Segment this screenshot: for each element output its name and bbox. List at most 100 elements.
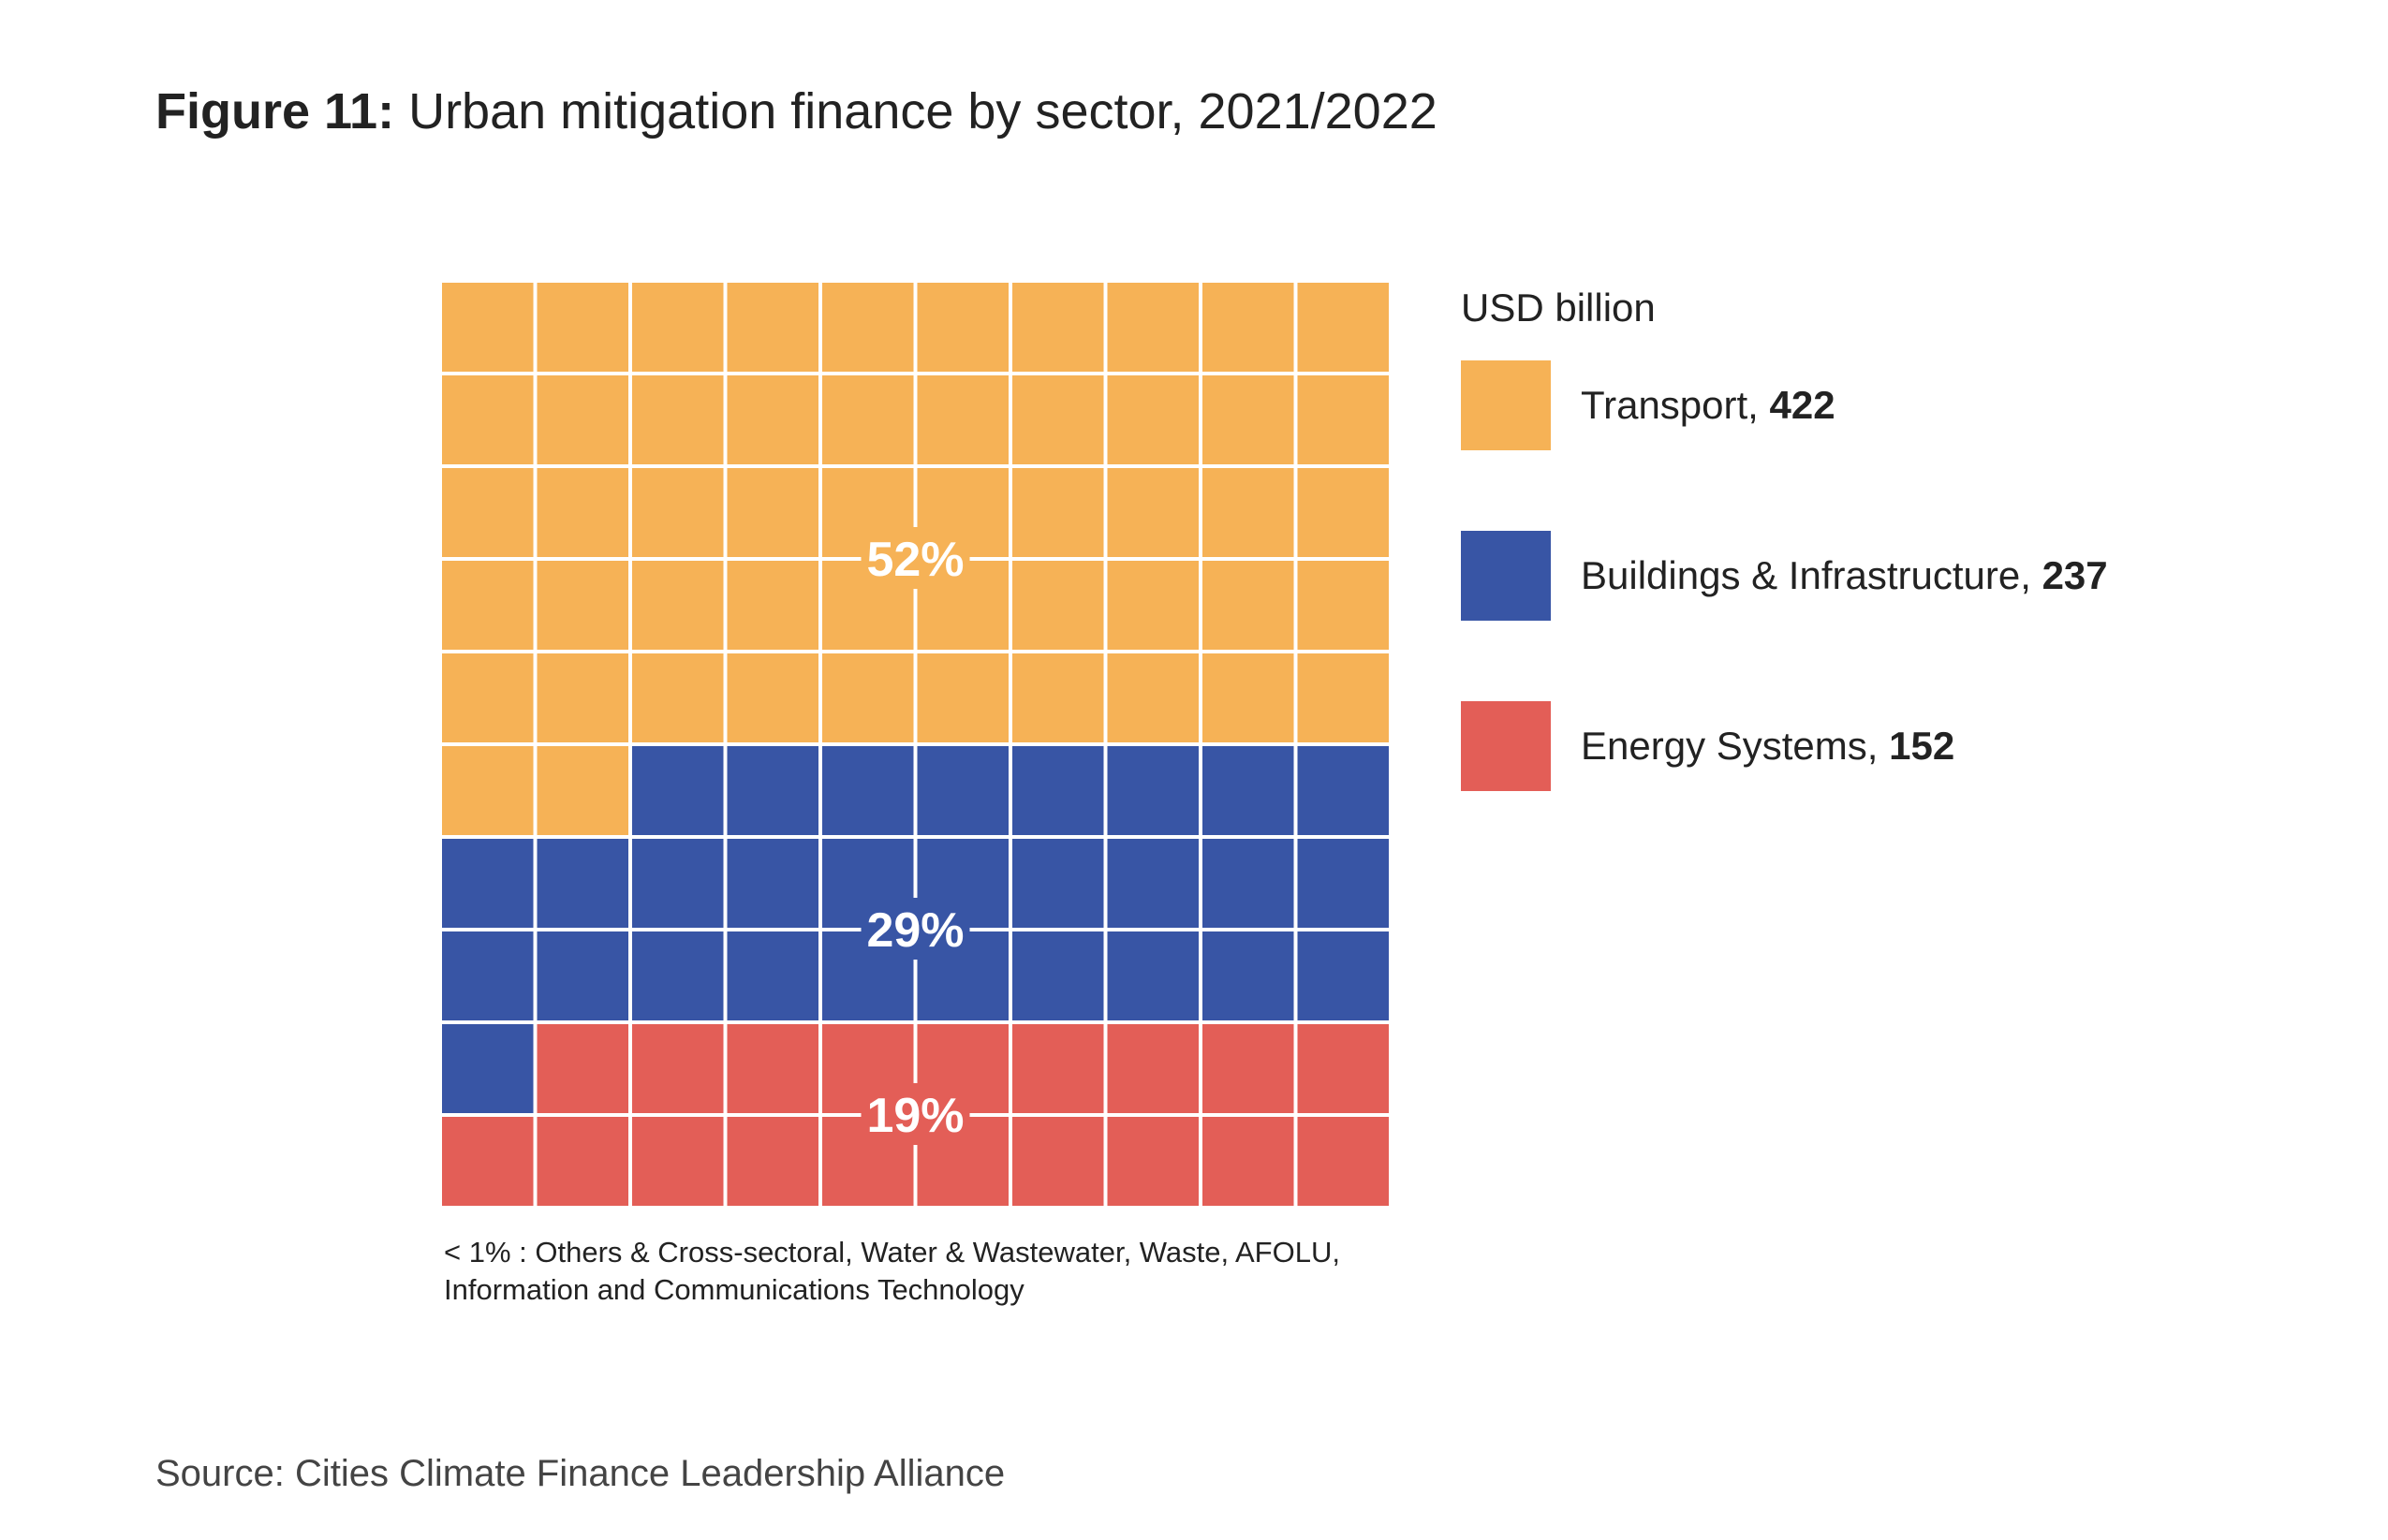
waffle-cell-energy-systems [632, 1117, 724, 1206]
figure-number: Figure 11: [155, 83, 395, 139]
waffle-cell-buildings-and-infrastructure [1202, 839, 1294, 928]
waffle-cell-transport [632, 468, 724, 557]
waffle-cell-transport [1297, 283, 1389, 372]
waffle-cell-buildings-and-infrastructure [1202, 746, 1294, 835]
waffle-cell-buildings-and-infrastructure [1297, 839, 1389, 928]
waffle-cell-buildings-and-infrastructure [442, 1024, 534, 1113]
legend-value-buildings: 237 [2042, 553, 2108, 597]
percent-label-bg-transport [861, 527, 970, 589]
waffle-cell-energy-systems [442, 1117, 534, 1206]
waffle-cell-buildings-and-infrastructure [822, 746, 914, 835]
waffle-cell-transport [1107, 653, 1199, 742]
waffle-cell-transport [442, 375, 534, 464]
legend-swatch-energy [1461, 701, 1551, 791]
waffle-cell-buildings-and-infrastructure [442, 931, 534, 1020]
waffle-cell-transport [442, 746, 534, 835]
legend-item-energy: Energy Systems, 152 [1461, 701, 2108, 791]
chart-title: Figure 11: Urban mitigation finance by s… [155, 82, 1437, 140]
waffle-cell-energy-systems [1107, 1024, 1199, 1113]
percent-label-bg-buildings-and-infrastructure [861, 898, 970, 960]
waffle-cell-buildings-and-infrastructure [632, 746, 724, 835]
legend: USD billion Transport, 422 Buildings & I… [1461, 286, 2108, 872]
waffle-chart: 52% 29% 19% [442, 283, 1389, 1206]
waffle-cell-buildings-and-infrastructure [917, 746, 1009, 835]
waffle-cell-buildings-and-infrastructure [1297, 746, 1389, 835]
waffle-cell-transport [537, 468, 628, 557]
waffle-cell-buildings-and-infrastructure [1297, 931, 1389, 1020]
waffle-cell-transport [1012, 561, 1104, 650]
waffle-cell-energy-systems [632, 1024, 724, 1113]
waffle-cell-energy-systems [1202, 1117, 1294, 1206]
waffle-cell-buildings-and-infrastructure [1107, 931, 1199, 1020]
legend-label-transport: Transport, 422 [1581, 383, 1835, 427]
waffle-cell-energy-systems [1012, 1024, 1104, 1113]
waffle-cell-transport [632, 375, 724, 464]
source-note: Source: Cities Climate Finance Leadershi… [155, 1453, 1006, 1494]
waffle-cell-buildings-and-infrastructure [1012, 839, 1104, 928]
waffle-cell-buildings-and-infrastructure [537, 839, 628, 928]
waffle-cell-energy-systems [727, 1117, 818, 1206]
waffle-cell-transport [1202, 468, 1294, 557]
waffle-cell-transport [632, 283, 724, 372]
waffle-cell-transport [822, 653, 914, 742]
waffle-cell-transport [1297, 653, 1389, 742]
waffle-cell-buildings-and-infrastructure [632, 839, 724, 928]
waffle-cell-transport [1297, 375, 1389, 464]
figure-title-text: Urban mitigation finance by sector, 2021… [394, 83, 1437, 139]
waffle-cell-transport [917, 375, 1009, 464]
waffle-cell-transport [1202, 375, 1294, 464]
legend-item-transport: Transport, 422 [1461, 360, 2108, 450]
waffle-cell-transport [1012, 468, 1104, 557]
waffle-cell-buildings-and-infrastructure [727, 839, 818, 928]
waffle-cell-transport [1297, 468, 1389, 557]
waffle-cell-transport [1107, 468, 1199, 557]
waffle-cell-transport [632, 653, 724, 742]
waffle-cell-transport [1202, 653, 1294, 742]
legend-item-buildings: Buildings & Infrastructure, 237 [1461, 531, 2108, 621]
waffle-cell-transport [1012, 653, 1104, 742]
legend-title: USD billion [1461, 286, 1656, 330]
waffle-cell-energy-systems [1297, 1024, 1389, 1113]
waffle-cell-transport [1107, 375, 1199, 464]
waffle-cell-transport [537, 561, 628, 650]
waffle-cell-energy-systems [1012, 1117, 1104, 1206]
percent-label-buildings-and-infrastructure: 29% [866, 903, 964, 958]
waffle-cell-buildings-and-infrastructure [1012, 931, 1104, 1020]
waffle-cell-energy-systems [1202, 1024, 1294, 1113]
waffle-cell-transport [1012, 375, 1104, 464]
legend-swatch-transport [1461, 360, 1551, 450]
percent-label-bg-energy-systems [861, 1083, 970, 1145]
waffle-cell-transport [822, 375, 914, 464]
waffle-cell-transport [1107, 283, 1199, 372]
waffle-cell-transport [537, 653, 628, 742]
waffle-cell-transport [727, 561, 818, 650]
percent-label-energy-systems: 19% [866, 1089, 964, 1143]
waffle-cell-energy-systems [727, 1024, 818, 1113]
percent-label-transport: 52% [866, 533, 964, 587]
legend-label-buildings: Buildings & Infrastructure, 237 [1581, 553, 2108, 597]
waffle-cell-transport [727, 283, 818, 372]
waffle-cell-buildings-and-infrastructure [1012, 746, 1104, 835]
waffle-cell-buildings-and-infrastructure [632, 931, 724, 1020]
waffle-cell-transport [537, 746, 628, 835]
waffle-cell-energy-systems [1107, 1117, 1199, 1206]
waffle-cell-energy-systems [537, 1024, 628, 1113]
waffle-cell-transport [727, 375, 818, 464]
waffle-cell-buildings-and-infrastructure [1107, 839, 1199, 928]
waffle-cell-transport [917, 653, 1009, 742]
chart-footnote: < 1% : Others & Cross-sectoral, Water & … [444, 1236, 1340, 1306]
waffle-cell-energy-systems [1297, 1117, 1389, 1206]
waffle-cell-transport [727, 468, 818, 557]
waffle-cell-transport [442, 283, 534, 372]
waffle-cell-buildings-and-infrastructure [537, 931, 628, 1020]
waffle-cell-transport [632, 561, 724, 650]
waffle-cell-transport [1297, 561, 1389, 650]
waffle-cell-transport [1202, 283, 1294, 372]
waffle-cell-buildings-and-infrastructure [1202, 931, 1294, 1020]
waffle-cell-buildings-and-infrastructure [442, 839, 534, 928]
waffle-cell-transport [1202, 561, 1294, 650]
waffle-cell-transport [442, 468, 534, 557]
waffle-cell-buildings-and-infrastructure [727, 746, 818, 835]
waffle-cell-transport [727, 653, 818, 742]
waffle-cell-transport [442, 561, 534, 650]
